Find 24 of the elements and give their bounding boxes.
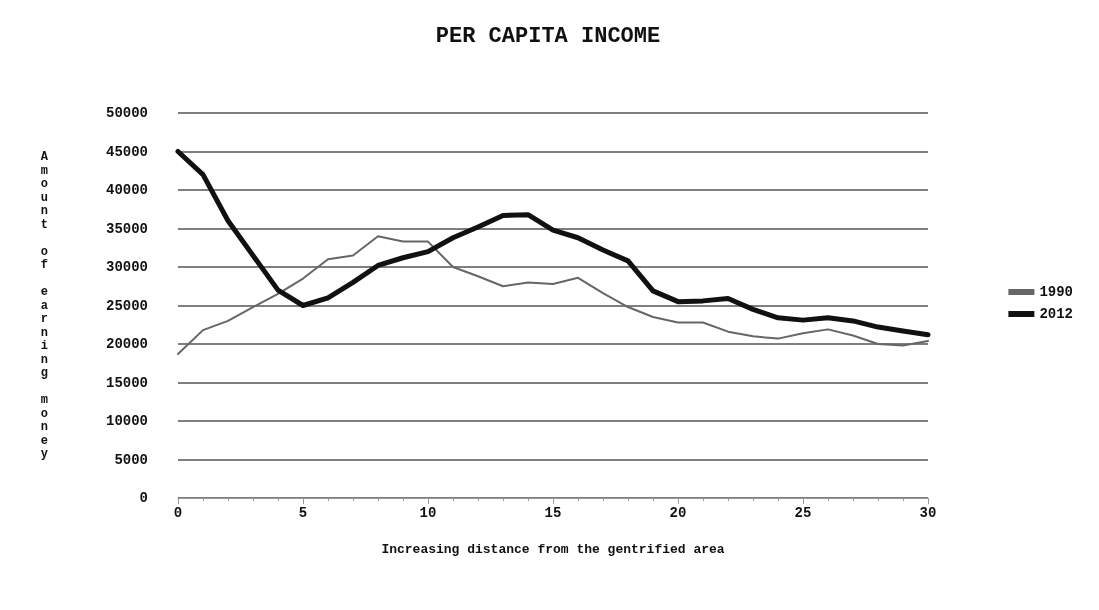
y-tick-label: 40000 [105,182,148,198]
y-tick-label: 25000 [105,297,148,314]
y-tick-label: 45000 [105,143,148,160]
x-tick-label: 20 [669,505,687,521]
x-tick-label: 5 [298,505,308,521]
y-tick-label: 10000 [105,413,148,429]
x-tick-label: 30 [919,505,937,521]
x-tick-label: 25 [794,505,812,521]
x-tick-label: 10 [419,505,437,521]
y-tick-label: 15000 [105,374,148,391]
line-series [177,235,929,356]
y-tick-label: 20000 [105,336,148,352]
x-axis-title: Increasing distance from the gentrified area [381,542,725,557]
y-tick-label: 50000 [105,105,148,121]
legend-label: 1990 [1039,284,1073,300]
y-tick-label: 0 [139,490,148,506]
x-tick-label: 15 [544,505,562,521]
legend-label: 2012 [1039,306,1073,322]
y-tick-label: 5000 [114,451,148,468]
y-tick-label: 30000 [105,259,148,275]
x-tick-label: 0 [173,505,183,521]
text: Amount of earning money [40,150,48,461]
y-tick-label: 35000 [105,220,148,237]
chart-title: PER CAPITA INCOME [435,23,661,49]
